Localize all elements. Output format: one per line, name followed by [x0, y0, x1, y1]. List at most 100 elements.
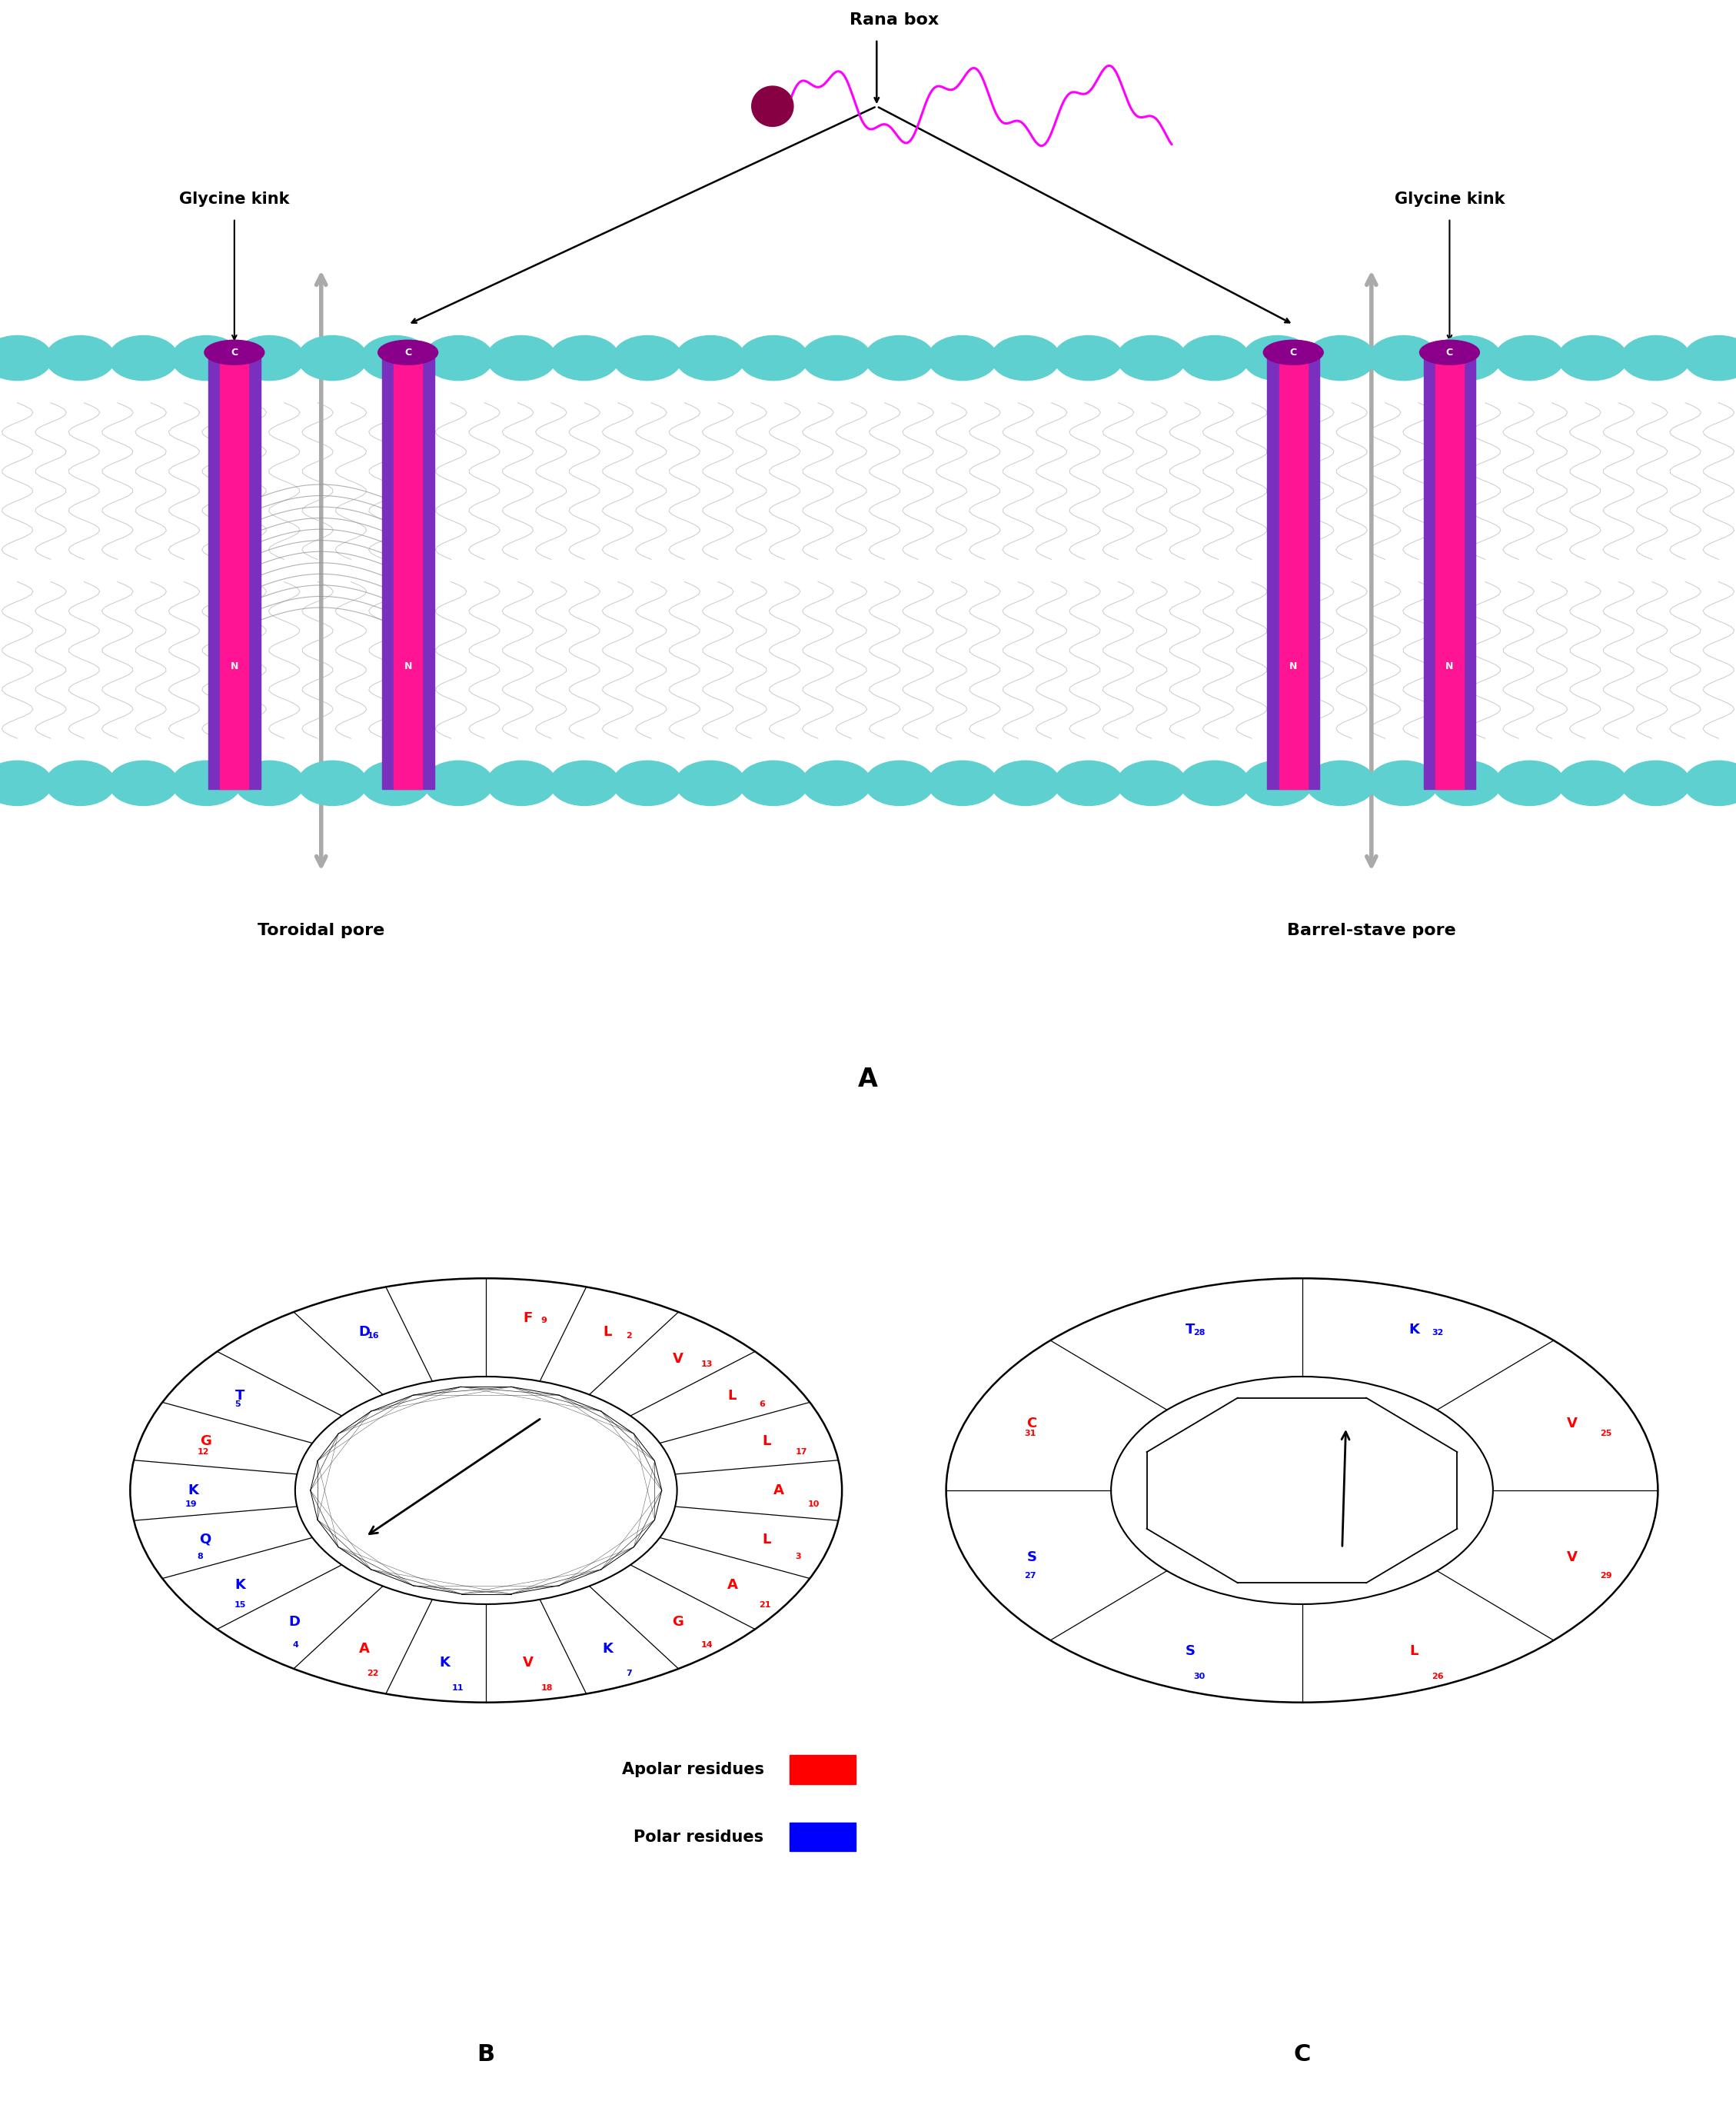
Text: V: V [1568, 1549, 1578, 1564]
Text: K: K [234, 1577, 245, 1592]
Text: 30: 30 [1193, 1672, 1205, 1680]
Bar [220, 353, 248, 790]
Circle shape [865, 760, 934, 806]
Text: A: A [727, 1577, 738, 1592]
Bar [790, 1754, 856, 1784]
Circle shape [297, 760, 366, 806]
Circle shape [1621, 760, 1691, 806]
Text: A: A [359, 1642, 370, 1655]
Circle shape [740, 336, 809, 380]
Text: K: K [439, 1655, 450, 1670]
Text: 22: 22 [366, 1670, 378, 1678]
Text: C: C [1026, 1416, 1036, 1431]
Circle shape [1370, 760, 1439, 806]
Circle shape [109, 760, 179, 806]
Text: 4: 4 [292, 1640, 299, 1649]
Circle shape [172, 760, 241, 806]
Text: 31: 31 [1024, 1429, 1036, 1438]
Bar [208, 353, 260, 790]
Circle shape [1243, 336, 1312, 380]
Ellipse shape [378, 340, 437, 365]
Ellipse shape [1420, 340, 1479, 365]
Text: 21: 21 [759, 1600, 771, 1609]
Circle shape [991, 760, 1061, 806]
Circle shape [1684, 336, 1736, 380]
Text: 11: 11 [451, 1685, 464, 1693]
Circle shape [1684, 760, 1736, 806]
Text: L: L [1410, 1644, 1418, 1659]
Circle shape [1243, 760, 1312, 806]
Text: Glycine kink: Glycine kink [179, 192, 290, 207]
Circle shape [1557, 760, 1627, 806]
Text: V: V [1568, 1416, 1578, 1431]
Text: Glycine kink: Glycine kink [1394, 192, 1505, 207]
Text: L: L [727, 1389, 736, 1404]
Text: L: L [602, 1326, 613, 1338]
Text: 26: 26 [1432, 1672, 1444, 1680]
Text: 8: 8 [198, 1554, 203, 1560]
Circle shape [613, 336, 682, 380]
Text: A: A [773, 1484, 785, 1497]
Text: N: N [1446, 661, 1453, 671]
Bar [790, 1822, 856, 1851]
Text: Q: Q [200, 1533, 212, 1547]
Text: F: F [523, 1311, 533, 1326]
Text: 13: 13 [701, 1359, 712, 1368]
Text: S: S [1186, 1644, 1194, 1659]
Circle shape [1305, 760, 1375, 806]
Circle shape [927, 760, 996, 806]
Text: C: C [1446, 348, 1453, 357]
Circle shape [802, 760, 871, 806]
Text: D: D [359, 1326, 370, 1338]
Bar [1424, 353, 1476, 790]
Text: 17: 17 [795, 1448, 807, 1457]
Text: 3: 3 [795, 1554, 802, 1560]
Bar [382, 353, 434, 790]
Circle shape [0, 336, 52, 380]
Text: L: L [762, 1533, 771, 1547]
Text: T: T [1186, 1321, 1194, 1336]
Circle shape [1305, 336, 1375, 380]
Circle shape [1180, 760, 1250, 806]
Text: V: V [672, 1351, 682, 1366]
Circle shape [1621, 336, 1691, 380]
Circle shape [361, 336, 431, 380]
Text: 27: 27 [1024, 1573, 1036, 1579]
Text: C: C [1293, 2043, 1311, 2065]
Bar [394, 353, 422, 790]
Circle shape [927, 336, 996, 380]
Circle shape [991, 336, 1061, 380]
Text: 29: 29 [1601, 1573, 1613, 1579]
Text: 15: 15 [234, 1600, 247, 1609]
Text: 19: 19 [184, 1501, 196, 1509]
Ellipse shape [205, 340, 264, 365]
Text: T: T [234, 1389, 245, 1404]
Text: K: K [602, 1642, 613, 1655]
Circle shape [675, 760, 745, 806]
Circle shape [865, 336, 934, 380]
Text: 9: 9 [542, 1317, 547, 1324]
Circle shape [172, 336, 241, 380]
Circle shape [1370, 336, 1439, 380]
Ellipse shape [1264, 340, 1323, 365]
Circle shape [675, 336, 745, 380]
Circle shape [45, 760, 115, 806]
Circle shape [424, 336, 493, 380]
Circle shape [550, 760, 620, 806]
Text: C: C [404, 348, 411, 357]
Text: S: S [1026, 1549, 1036, 1564]
Circle shape [297, 336, 366, 380]
Text: D: D [288, 1615, 300, 1630]
Text: 16: 16 [366, 1332, 378, 1340]
Text: K: K [187, 1484, 200, 1497]
Circle shape [550, 336, 620, 380]
Text: 2: 2 [627, 1332, 632, 1340]
Circle shape [1432, 336, 1502, 380]
Text: V: V [523, 1655, 533, 1670]
Text: G: G [672, 1615, 684, 1630]
Text: 18: 18 [542, 1685, 552, 1693]
Text: K: K [1408, 1321, 1420, 1336]
Circle shape [1116, 760, 1186, 806]
Circle shape [1180, 336, 1250, 380]
Text: B: B [477, 2043, 495, 2065]
